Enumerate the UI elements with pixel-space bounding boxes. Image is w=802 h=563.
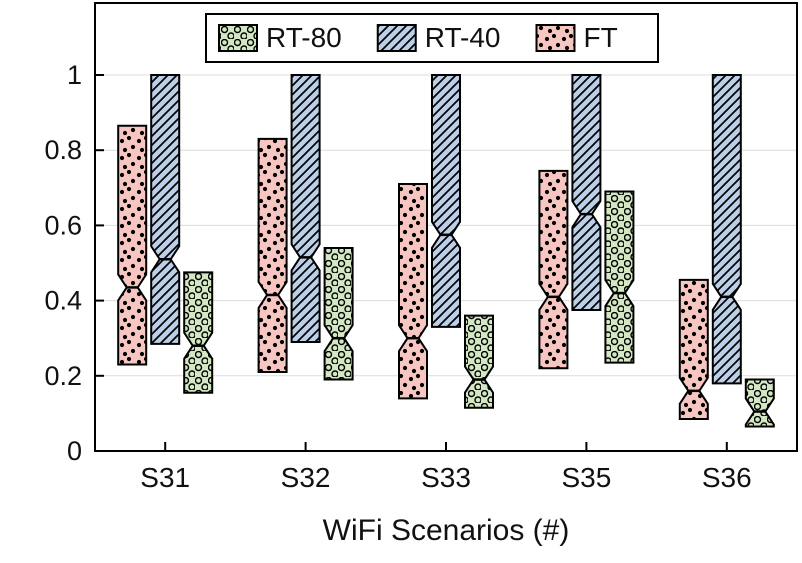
y-tick-label: 0 [67, 436, 82, 466]
box-pattern-FT-S33 [398, 183, 428, 400]
legend-swatch-FT [535, 24, 576, 52]
box-pattern-FT-S35 [538, 169, 569, 370]
legend-label-RT-80: RT-80 [266, 22, 342, 53]
y-tick-label: 0.4 [44, 286, 82, 316]
box-pattern-RT-80-S33 [464, 314, 494, 409]
x-tick-label: S31 [140, 462, 190, 493]
box-pattern-FT-S31 [117, 124, 148, 366]
box-pattern-RT-40-S35 [571, 74, 602, 311]
box-pattern-RT-40-S33 [431, 74, 461, 328]
box-pattern-RT-80-S31 [183, 271, 214, 394]
box-pattern-RT-40-S31 [150, 74, 181, 345]
x-tick-label: S36 [702, 462, 752, 493]
legend-label-FT: FT [584, 22, 618, 53]
legend-swatch-RT-80 [218, 24, 258, 52]
x-tick-label: S33 [421, 462, 471, 493]
box-pattern-RT-80-S36 [744, 378, 775, 428]
legend-swatch-RT-40 [376, 24, 417, 52]
box-pattern-RT-40-S32 [290, 74, 321, 343]
box-pattern-FT-S32 [257, 137, 288, 374]
x-tick-label: S35 [561, 462, 611, 493]
legend-label-RT-40: RT-40 [425, 22, 501, 53]
box-pattern-RT-80-S35 [604, 190, 635, 364]
y-tick-label: 0.8 [44, 135, 82, 165]
legend-box [205, 13, 659, 63]
x-tick-label: S32 [281, 462, 331, 493]
x-axis-title: WiFi Scenarios (#) [323, 514, 570, 547]
y-tick-label: 1 [67, 60, 82, 90]
box-pattern-RT-80-S32 [323, 246, 354, 381]
y-tick-label: 0.6 [44, 210, 82, 240]
y-tick-label: 0.2 [44, 361, 82, 391]
plot-border [94, 2, 798, 452]
box-pattern-FT-S36 [678, 278, 709, 421]
box-pattern-RT-40-S36 [711, 74, 742, 385]
